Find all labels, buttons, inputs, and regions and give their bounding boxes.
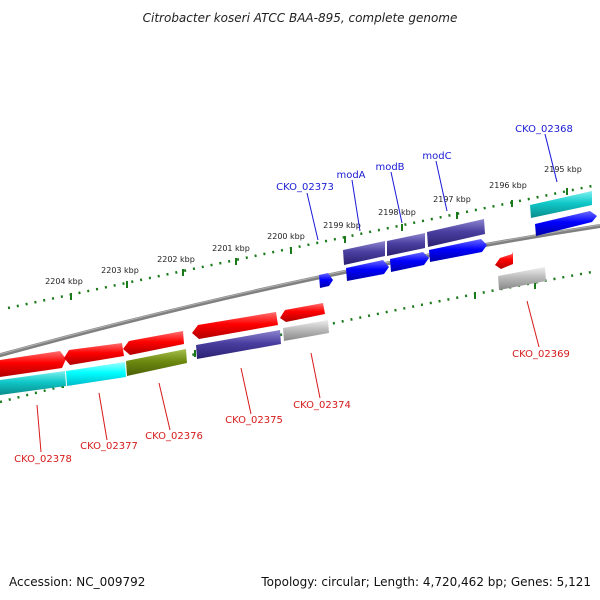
gene-feature-CKO_02378-inner[interactable] — [0, 371, 66, 395]
tick-label: 2199 kbp — [323, 221, 361, 230]
tick-label: 2201 kbp — [212, 244, 250, 253]
gene-feature-CKO_02377-inner[interactable] — [66, 362, 126, 386]
accession-text: Accession: NC_009792 — [9, 575, 145, 589]
gene-feature-CKO_02376-inner[interactable] — [126, 349, 187, 376]
gene-label-CKO_02374[interactable]: CKO_02374 — [293, 400, 351, 411]
gene-feature-modA-outer[interactable] — [343, 241, 385, 265]
gene-label-CKO_02377[interactable]: CKO_02377 — [80, 441, 138, 452]
gene-feature-CKO_02368-outer[interactable] — [530, 191, 592, 218]
gene-label-modB[interactable]: modB — [375, 162, 404, 173]
gene-label-CKO_02378[interactable]: CKO_02378 — [14, 454, 72, 465]
gene-label-CKO_02375[interactable]: CKO_02375 — [225, 415, 283, 426]
gene-arrow-CKO_02369[interactable] — [495, 252, 513, 269]
gene-label-modC[interactable]: modC — [422, 151, 451, 162]
tick-label: 2197 kbp — [433, 195, 471, 204]
gene-label-CKO_02369[interactable]: CKO_02369 — [512, 349, 570, 360]
genome-title: Citrobacter koseri ATCC BAA-895, complet… — [143, 11, 458, 25]
tick-label: 2198 kbp — [378, 208, 416, 217]
gene-feature-CKO_02369-inner[interactable] — [498, 267, 546, 290]
gene-arrow-modB[interactable] — [390, 252, 429, 272]
gene-label-CKO_02376[interactable]: CKO_02376 — [145, 431, 203, 442]
gene-arrow-CKO_02377[interactable] — [64, 343, 124, 365]
gene-arrow-CKO_02378[interactable] — [0, 351, 66, 377]
topology-text: Topology: circular; Length: 4,720,462 bp… — [260, 575, 591, 589]
outer-major-ticks — [70, 188, 568, 300]
gene-feature-modC-outer[interactable] — [427, 219, 485, 247]
gene-arrow-CKO_02368[interactable] — [535, 211, 597, 236]
gene-label-CKO_02368[interactable]: CKO_02368 — [515, 124, 573, 135]
gene-arrow-modA[interactable] — [346, 260, 389, 281]
gene-feature-CKO_02374-inner[interactable] — [283, 320, 329, 341]
gene-feature-modB-outer[interactable] — [387, 233, 425, 256]
gene-arrow-CKO_02376[interactable] — [123, 331, 184, 355]
tick-label: 2204 kbp — [45, 277, 83, 286]
tick-label: 2196 kbp — [489, 181, 527, 190]
gene-arrow-CKO_02374[interactable] — [280, 303, 325, 322]
genome-backbone-highlight — [0, 224, 600, 355]
tick-label: 2200 kbp — [267, 232, 305, 241]
tick-label: 2195 kbp — [544, 165, 582, 174]
gene-arrow-CKO_02375[interactable] — [192, 312, 278, 339]
gene-arrow-CKO_02373[interactable] — [319, 273, 333, 288]
tick-label: 2203 kbp — [101, 266, 139, 275]
gene-label-modA[interactable]: modA — [336, 170, 365, 181]
outer-tick-ring — [7, 184, 593, 310]
gene-label-CKO_02373[interactable]: CKO_02373 — [276, 182, 334, 193]
tick-label: 2202 kbp — [157, 255, 195, 264]
gene-feature-CKO_02375-inner[interactable] — [196, 330, 281, 359]
genome-backbone — [0, 224, 600, 358]
gene-arrow-modC[interactable] — [429, 239, 487, 262]
leader-lines-top — [306, 133, 558, 241]
leader-lines-bottom — [36, 300, 540, 453]
